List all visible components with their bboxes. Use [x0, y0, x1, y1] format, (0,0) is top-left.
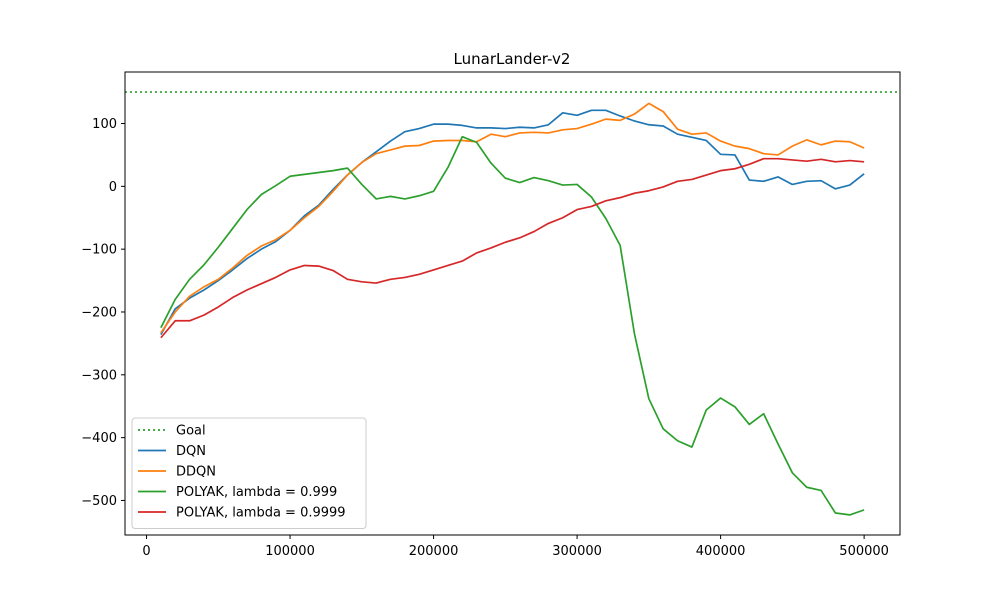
y-tick-label: −400: [81, 431, 117, 446]
y-tick-label: 100: [92, 117, 117, 132]
y-tick-label: −100: [81, 243, 117, 258]
legend-label: DQN: [176, 444, 206, 459]
legend-label: Goal: [176, 424, 206, 439]
series-line-2: [160, 135, 865, 516]
series-line-1: [160, 102, 865, 334]
x-tick-label: 0: [142, 544, 150, 559]
y-tick-label: −200: [81, 305, 117, 320]
legend-label: POLYAK, lambda = 0.9999: [176, 506, 346, 521]
axes-frame: [124, 71, 901, 536]
y-tick-label: 0: [109, 180, 117, 195]
chart-title: LunarLander-v2: [454, 50, 571, 68]
axes: 0 100000 200000 300000 400000 500000 −500 −400 −…: [81, 71, 901, 559]
x-tick-label: 500000: [839, 544, 889, 559]
legend: Goal DQN DDQN POLYAK, lambda = 0.999 POLYAK,…: [131, 417, 367, 529]
x-tick-label: 400000: [696, 544, 746, 559]
plot-area: [125, 91, 900, 516]
x-tick-label: 200000: [409, 544, 459, 559]
x-tick-label: 300000: [552, 544, 602, 559]
legend-label: DDQN: [176, 465, 216, 480]
y-tick-label: −500: [81, 494, 117, 509]
x-tick-label: 100000: [265, 544, 315, 559]
series-line-3: [160, 157, 865, 339]
legend-box: [131, 417, 367, 529]
legend-label: POLYAK, lambda = 0.999: [176, 485, 337, 500]
y-tick-label: −300: [81, 368, 117, 383]
series-line-0: [160, 109, 865, 336]
